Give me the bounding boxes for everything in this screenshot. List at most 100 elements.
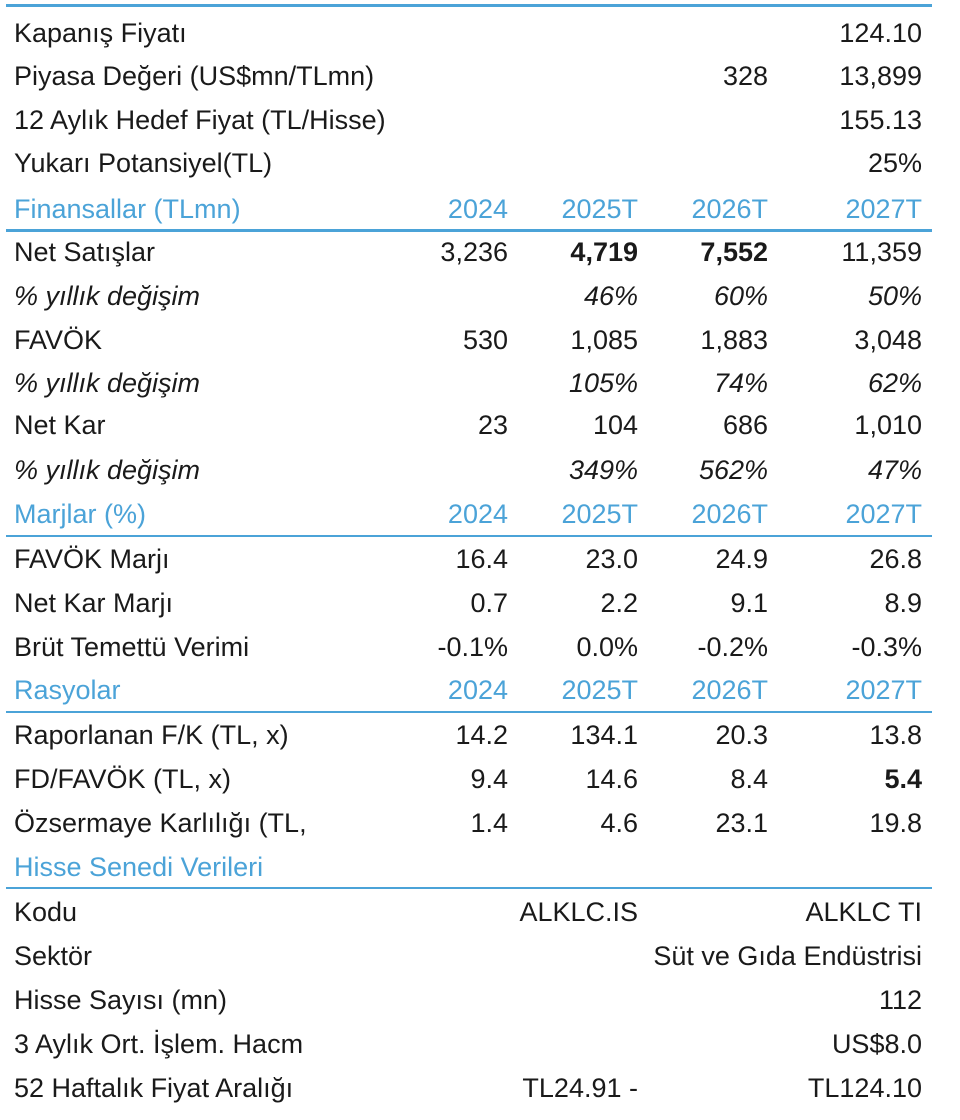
- close-price-label: Kapanış Fiyatı: [14, 18, 187, 48]
- shares-label: Hisse Sayısı (mn): [14, 985, 228, 1015]
- price-range-low: TL24.91 -: [522, 1073, 638, 1103]
- financials-year-2: 2025T: [561, 194, 638, 224]
- cell-2027: -0.3%: [851, 632, 922, 662]
- target-price-value: 155.13: [839, 105, 922, 135]
- ratios-year-1: 2024: [447, 675, 508, 705]
- table-row: FAVÖK 530 1,085 1,883 3,048: [0, 318, 960, 362]
- cell-2027: 11,359: [841, 237, 922, 267]
- cell-2027: 13.8: [869, 720, 922, 750]
- cell-2026: 7,552: [700, 237, 768, 267]
- cell-2027: 26.8: [869, 544, 922, 574]
- cell-2027: 3,048: [854, 325, 922, 355]
- cell-2024: 9.4: [470, 764, 508, 794]
- cell-2025: 4.6: [600, 808, 638, 838]
- ratios-divider: [6, 711, 932, 713]
- ratios-title: Rasyolar: [14, 675, 121, 705]
- cell-2027: 1,010: [854, 410, 922, 440]
- ratios-year-4: 2027T: [845, 675, 922, 705]
- table-row: Raporlanan F/K (TL, x) 14.2 134.1 20.3 1…: [0, 713, 960, 757]
- cell-2025: 104: [592, 410, 638, 440]
- cell-2024: 3,236: [440, 237, 508, 267]
- sector-value: Süt ve Gıda Endüstrisi: [653, 941, 922, 971]
- table-row: Net Satışlar 3,236 4,719 7,552 11,359: [0, 230, 960, 274]
- row-label: FD/FAVÖK (TL, x): [14, 764, 232, 794]
- cell-2025: 105%: [568, 368, 638, 398]
- cell-2027: 50%: [867, 281, 922, 311]
- table-row: Özsermaye Karlılığı (TL, 1.4 4.6 23.1 19…: [0, 801, 960, 845]
- volume-value: US$8.0: [831, 1029, 922, 1059]
- ticker-row: Kodu ALKLC.IS ALKLC TI: [0, 890, 960, 934]
- financials-year-1: 2024: [447, 194, 508, 224]
- close-price-value: 124.10: [839, 18, 922, 48]
- margins-year-2: 2025T: [561, 499, 638, 529]
- row-label: Net Kar Marjı: [14, 588, 174, 618]
- cell-2026: 686: [722, 410, 768, 440]
- ticker-code: ALKLC.IS: [519, 897, 638, 927]
- upside-row: Yukarı Potansiyel(TL) 25%: [0, 141, 960, 185]
- financials-header: Finansallar (TLmn) 2024 2025T 2026T 2027…: [0, 187, 960, 231]
- row-label: Brüt Temettü Verimi: [14, 632, 250, 662]
- margins-title: Marjlar (%): [14, 499, 146, 529]
- cell-2025: 1,085: [570, 325, 638, 355]
- row-label: FAVÖK Marjı: [14, 544, 170, 574]
- stock-data-divider: [6, 887, 932, 889]
- cell-2026: -0.2%: [697, 632, 768, 662]
- table-row: FAVÖK Marjı 16.4 23.0 24.9 26.8: [0, 537, 960, 581]
- table-row: Net Kar 23 104 686 1,010: [0, 403, 960, 447]
- cell-2025: 4,719: [570, 237, 638, 267]
- cell-2024: 23: [477, 410, 508, 440]
- cell-2024: 0.7: [470, 588, 508, 618]
- table-row: FD/FAVÖK (TL, x) 9.4 14.6 8.4 5.4: [0, 757, 960, 801]
- ratios-year-2: 2025T: [561, 675, 638, 705]
- price-range-high: TL124.10: [807, 1073, 922, 1103]
- cell-2027: 19.8: [869, 808, 922, 838]
- target-price-row: 12 Aylık Hedef Fiyat (TL/Hisse) 155.13: [0, 98, 960, 142]
- cell-2025: 46%: [583, 281, 638, 311]
- margins-divider: [6, 535, 932, 537]
- cell-2024: 16.4: [455, 544, 508, 574]
- cell-2026: 9.1: [730, 588, 768, 618]
- cell-2027: 5.4: [884, 764, 922, 794]
- cell-2026: 74%: [713, 368, 768, 398]
- cell-2024: -0.1%: [437, 632, 508, 662]
- table-row: Net Kar Marjı 0.7 2.2 9.1 8.9: [0, 581, 960, 625]
- financials-divider: [6, 229, 932, 232]
- cell-2024: 14.2: [455, 720, 508, 750]
- row-label: % yıllık değişim: [14, 281, 201, 311]
- cell-2027: 47%: [867, 455, 922, 485]
- price-range-label: 52 Haftalık Fiyat Aralığı: [14, 1073, 294, 1103]
- cell-2025: 2.2: [600, 588, 638, 618]
- shares-value: 112: [878, 985, 922, 1015]
- table-row: Brüt Temettü Verimi -0.1% 0.0% -0.2% -0.…: [0, 625, 960, 669]
- stock-data-title: Hisse Senedi Verileri: [14, 852, 264, 882]
- shares-row: Hisse Sayısı (mn) 112: [0, 978, 960, 1022]
- cell-2026: 24.9: [715, 544, 768, 574]
- cell-2026: 60%: [713, 281, 768, 311]
- stock-data-header: Hisse Senedi Verileri: [0, 845, 960, 889]
- cell-2025: 134.1: [570, 720, 638, 750]
- cell-2026: 23.1: [715, 808, 768, 838]
- row-label: Raporlanan F/K (TL, x): [14, 720, 289, 750]
- ratios-year-3: 2026T: [691, 675, 768, 705]
- table-row: % yıllık değişim 349% 562% 47%: [0, 448, 960, 492]
- margins-year-4: 2027T: [845, 499, 922, 529]
- row-label: Net Satışlar: [14, 237, 156, 267]
- margins-year-1: 2024: [447, 499, 508, 529]
- row-label: % yıllık değişim: [14, 455, 201, 485]
- table-row: % yıllık değişim 46% 60% 50%: [0, 274, 960, 318]
- sector-row: Sektör Süt ve Gıda Endüstrisi: [0, 934, 960, 978]
- cell-2026: 20.3: [715, 720, 768, 750]
- margins-year-3: 2026T: [691, 499, 768, 529]
- top-divider: [6, 4, 932, 7]
- market-cap-tl: 13,899: [839, 61, 922, 91]
- cell-2025: 23.0: [585, 544, 638, 574]
- target-price-label: 12 Aylık Hedef Fiyat (TL/Hisse): [14, 105, 386, 135]
- volume-label: 3 Aylık Ort. İşlem. Hacm: [14, 1029, 304, 1059]
- cell-2027: 62%: [867, 368, 922, 398]
- bloomberg-code: ALKLC TI: [805, 897, 922, 927]
- close-price-row: Kapanış Fiyatı 124.10: [0, 11, 960, 55]
- upside-value: 25%: [867, 148, 922, 178]
- ticker-label: Kodu: [14, 897, 78, 927]
- cell-2025: 0.0%: [576, 632, 638, 662]
